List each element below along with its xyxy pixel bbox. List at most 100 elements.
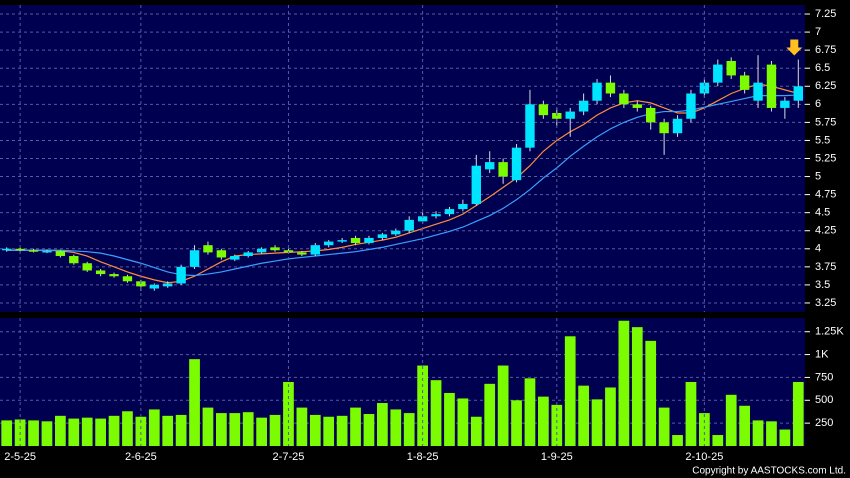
candle-body [391,230,401,235]
volume-bar [390,409,402,446]
volume-bar [699,413,710,446]
volume-bar [202,407,214,446]
volume-bar [672,435,683,446]
volume-bar [108,415,120,446]
y-tick-label: 750 [815,371,833,383]
volume-bar [792,382,804,446]
candle-body [350,237,361,244]
candle-body [55,250,66,257]
volume-bar [81,417,93,446]
volume-bar [403,413,415,446]
candle-body [404,219,414,231]
copyright: Copyright by AASTOCKS.com Ltd. [692,466,846,477]
candle-body [498,162,508,177]
volume-bar [685,382,697,446]
y-tick-label: 1K [815,348,829,360]
candle-body [230,256,240,260]
y-tick-label: 3.5 [815,279,830,291]
y-tick-label: 6 [815,98,821,110]
volume-bar [189,359,200,446]
volume-bar [551,404,563,446]
y-tick-label: 4.75 [815,189,836,201]
volume-bar [216,413,227,446]
volume-bar [323,416,335,446]
volume-bar [752,420,764,446]
candle-body [15,248,25,251]
candle-body [270,247,280,251]
candle-body [122,276,133,282]
candle-body [605,82,616,94]
candle-body [458,204,468,210]
y-tick-label: 5.75 [815,116,836,128]
y-tick-label: 1.25K [815,326,844,338]
x-tick-label: 2-6-25 [125,451,157,463]
x-tick-label: 1-9-25 [541,451,573,463]
volume-bar [766,421,777,446]
volume-bar [457,398,469,446]
volume-bar [148,409,160,446]
candle-body [203,245,213,253]
volume-bar [417,365,428,446]
y-tick-label: 4.25 [815,225,836,237]
volume-bar [578,385,589,446]
moving-average [6,83,799,284]
y-tick-label: 7.25 [815,8,836,20]
x-tick-label: 2-10-25 [685,451,723,463]
candle-body [297,252,307,255]
volume-bar [712,435,724,446]
y-tick-label: 4.5 [815,207,830,219]
candle-body [686,93,696,119]
candle-body [324,241,334,246]
volume-bar [658,407,670,446]
candle-body [149,284,159,289]
volume-bar [135,416,147,446]
candle-body [364,237,374,244]
volume-bar [725,394,737,446]
candle-body [82,263,92,271]
y-tick-label: 3.25 [815,297,836,309]
x-tick-label: 2-5-25 [4,451,36,463]
volume-bar [739,405,750,446]
candle-body [109,274,119,277]
y-tick-label: 6.25 [815,80,836,92]
candle-body [377,234,388,238]
candle-body [216,250,227,258]
volume-bar [430,380,442,446]
candle-body [444,209,455,215]
volume-bar [122,411,133,446]
volume-bar [511,400,522,446]
candle-body [95,270,106,275]
volume-bar [363,414,375,446]
volume-panel [0,318,805,446]
y-tick-label: 500 [815,394,833,406]
volume-bar [779,429,791,446]
volume-bar [256,417,267,446]
x-tick-label: 1-8-25 [407,451,439,463]
candle-body [793,86,803,101]
candle-body [485,162,495,170]
candle-body [646,107,656,123]
candle-body [592,82,602,101]
volume-bar [269,414,281,446]
volume-bar [28,420,39,446]
volume-bar [591,399,603,446]
candle-body [431,214,441,217]
candle-body [565,111,575,119]
volume-bar [631,327,643,446]
volume-bar [444,392,455,446]
moving-average [6,94,799,277]
volume-bar [242,412,254,446]
candle-body [310,245,320,255]
candle-body [2,248,12,251]
volume-bar [377,403,388,446]
volume-bar [524,378,536,446]
volume-bar [336,415,348,446]
candle-body [780,100,790,108]
volume-bar [618,320,630,446]
volume-bar [296,407,308,446]
volume-bar [538,396,549,446]
volume-bar [175,414,187,446]
y-tick-label: 5.25 [815,152,836,164]
volume-bar [41,421,53,446]
candle-body [176,266,186,284]
